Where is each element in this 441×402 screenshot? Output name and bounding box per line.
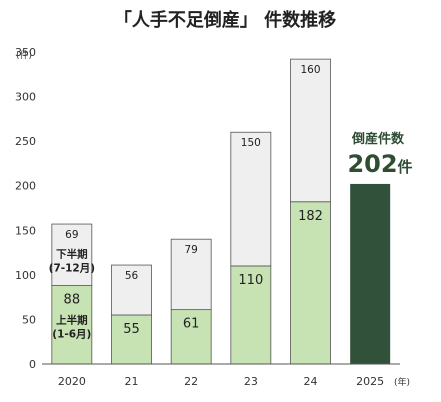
data-label-second-half: 69	[65, 229, 78, 241]
data-label-first-half: 55	[123, 322, 140, 337]
data-label-second-half: 160	[300, 64, 320, 76]
bar-first-half	[230, 265, 272, 365]
bar-first-half	[290, 201, 331, 365]
y-tick-label: 350	[15, 46, 36, 59]
y-tick-label: 0	[29, 358, 36, 371]
annotation-second-half: (7-12月)	[49, 263, 95, 275]
y-tick-label: 50	[22, 313, 36, 326]
bar-second-half	[290, 58, 331, 203]
bar-second-half	[111, 264, 152, 316]
y-tick-label: 250	[15, 135, 36, 148]
bar-first-half	[51, 285, 93, 365]
chart-title: 「人手不足倒産」 件数推移	[114, 9, 336, 31]
data-label-second-half: 56	[125, 270, 139, 282]
y-axis-unit: (件)	[16, 49, 32, 61]
annotation-second-half: 下半期	[56, 248, 88, 261]
data-label-second-half: 79	[184, 244, 197, 256]
y-tick-label: 100	[15, 269, 36, 282]
x-tick-label: 2020	[58, 375, 86, 388]
x-tick-label: 22	[184, 375, 198, 388]
data-label-first-half: 182	[298, 209, 323, 224]
x-axis-unit: (年)	[394, 376, 410, 388]
callout-value-line: 202件	[347, 150, 412, 178]
data-label-first-half: 61	[183, 317, 200, 332]
annotation-first-half: 上半期	[56, 314, 88, 327]
callout-unit: 件	[398, 158, 413, 176]
bar-2025-total	[350, 183, 391, 364]
x-tick-label: 23	[244, 375, 258, 388]
callout-value: 202	[347, 150, 397, 178]
bar-second-half	[230, 131, 272, 267]
x-tick-label: 2025	[356, 375, 384, 388]
bar-first-half	[111, 314, 152, 365]
callout-label: 倒産件数	[351, 131, 405, 147]
annotation-first-half: (1-6月)	[52, 329, 91, 341]
data-label-first-half: 88	[64, 293, 81, 308]
data-label-second-half: 150	[241, 137, 261, 149]
x-tick-label: 24	[304, 375, 318, 388]
bar-second-half	[51, 223, 93, 286]
bar-second-half	[170, 238, 212, 311]
y-tick-label: 300	[15, 91, 36, 104]
x-tick-label: 21	[125, 375, 139, 388]
data-label-first-half: 110	[238, 273, 263, 288]
y-tick-label: 150	[15, 224, 36, 237]
y-tick-label: 200	[15, 180, 36, 193]
